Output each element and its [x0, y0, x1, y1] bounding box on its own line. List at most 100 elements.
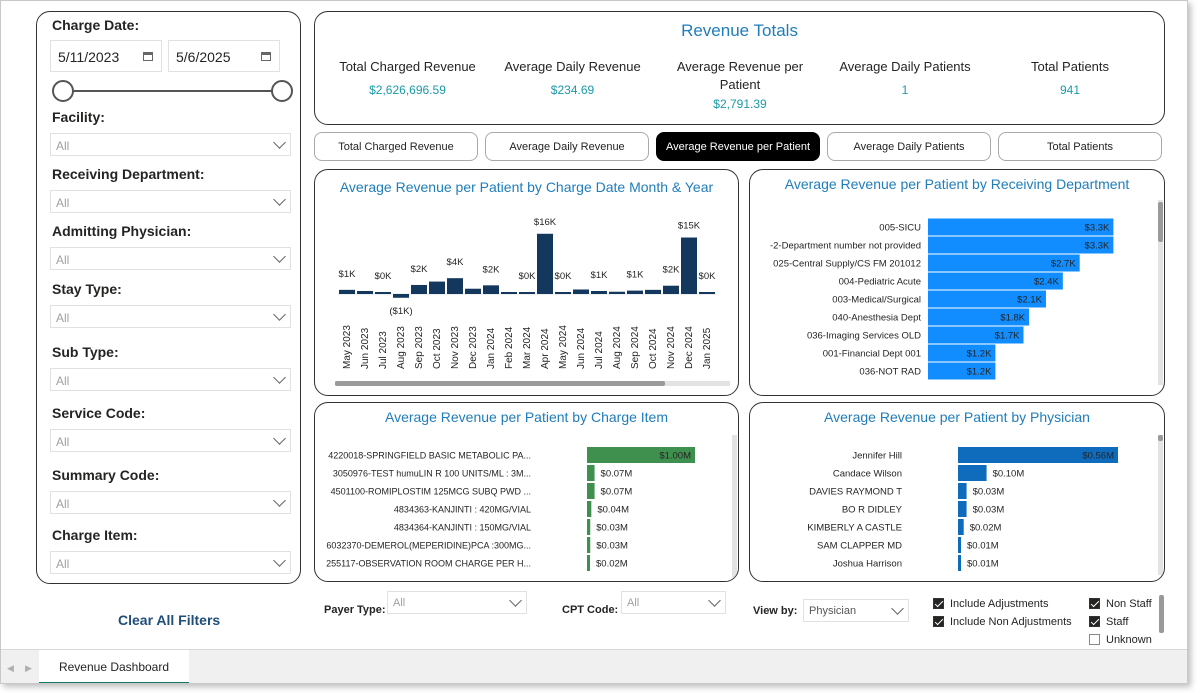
- payer-type-dropdown[interactable]: All: [387, 591, 527, 614]
- data-label: $0.01M: [967, 541, 999, 552]
- facility-dropdown[interactable]: All: [50, 133, 291, 156]
- vertical-scrollbar[interactable]: [1158, 435, 1163, 575]
- x-tick-label: Dec 2023: [468, 326, 479, 369]
- bar: [587, 465, 595, 481]
- scrollbar-thumb[interactable]: [1158, 202, 1163, 242]
- receiving-department-value: All: [56, 196, 70, 210]
- chevron-down-icon: [509, 594, 522, 607]
- data-label: $0K: [699, 271, 717, 282]
- metric-button-average-daily-revenue[interactable]: Average Daily Revenue: [485, 132, 649, 161]
- chevron-down-icon: [273, 308, 286, 321]
- admitting-physician-dropdown[interactable]: All: [50, 247, 291, 270]
- chevron-down-icon: [708, 594, 721, 607]
- horizontal-scrollbar[interactable]: [335, 381, 730, 386]
- metric-button-average-daily-patients[interactable]: Average Daily Patients: [827, 132, 991, 161]
- category-label: -2-Department number not provided: [770, 241, 921, 252]
- charge-item-dropdown[interactable]: All: [50, 551, 291, 574]
- service-code-dropdown[interactable]: All: [50, 429, 291, 452]
- stay-type-label: Stay Type:: [52, 281, 122, 297]
- data-label: $1.2K: [967, 349, 992, 360]
- bar: [587, 555, 590, 571]
- bar-dec-2024: [681, 237, 697, 294]
- category-label: Joshua Harrison: [833, 559, 902, 570]
- start-date-input[interactable]: 5/11/2023: [50, 40, 162, 72]
- bar-may-2024: [555, 292, 571, 294]
- bar-aug-2023: [393, 294, 409, 298]
- category-label: 004-Pediatric Acute: [839, 277, 921, 288]
- calendar-icon[interactable]: [143, 52, 153, 61]
- chevron-down-icon: [273, 554, 286, 567]
- bar-sep-2024: [627, 290, 643, 294]
- chevron-down-icon: [891, 602, 904, 615]
- end-date-value: 5/6/2025: [176, 49, 231, 65]
- charge-date-label: Charge Date:: [52, 17, 140, 33]
- x-tick-label: Jan 2025: [702, 327, 713, 369]
- sub-type-dropdown[interactable]: All: [50, 368, 291, 391]
- checkbox-unchecked-icon[interactable]: [1089, 634, 1100, 645]
- checkbox-checked-icon[interactable]: [933, 598, 944, 609]
- checkbox-list-scrollbar[interactable]: [1159, 595, 1164, 633]
- checkbox-checked-icon[interactable]: [1089, 616, 1100, 627]
- next-page-icon[interactable]: ▶: [25, 663, 32, 673]
- metric-button-average-revenue-per-patient[interactable]: Average Revenue per Patient: [656, 132, 820, 161]
- data-label: $0.10M: [993, 469, 1025, 480]
- category-label: 036-NOT RAD: [859, 367, 921, 378]
- bar-sep-2023: [411, 284, 427, 294]
- category-label: 4220018-SPRINGFIELD BASIC METABOLIC PA..…: [328, 451, 531, 461]
- data-label: $15K: [678, 221, 701, 232]
- tab-revenue-dashboard[interactable]: Revenue Dashboard: [39, 650, 189, 683]
- bar: [928, 290, 1046, 308]
- receiving-department-dropdown[interactable]: All: [50, 190, 291, 213]
- cpt-code-dropdown[interactable]: All: [621, 591, 726, 614]
- scrollbar-thumb[interactable]: [335, 381, 665, 386]
- slider-start-handle[interactable]: [52, 80, 74, 102]
- end-date-input[interactable]: 5/6/2025: [168, 40, 280, 72]
- metric-button-total-charged-revenue[interactable]: Total Charged Revenue: [314, 132, 478, 161]
- checkbox-checked-icon[interactable]: [1089, 598, 1100, 609]
- vertical-scrollbar[interactable]: [732, 435, 737, 580]
- revenue-totals-title: Revenue Totals: [681, 21, 798, 40]
- x-tick-label: Jul 2024: [594, 331, 605, 369]
- view-by-dropdown[interactable]: Physician: [803, 599, 909, 622]
- chart-by-charge-item-card: Average Revenue per Patient by Charge It…: [314, 402, 739, 582]
- bar: [587, 519, 591, 535]
- stay-type-dropdown[interactable]: All: [50, 305, 291, 328]
- date-range-slider[interactable]: [63, 90, 283, 92]
- kpi-average-revenue-per-patient: Average Revenue per Patient $2,791.39: [670, 58, 810, 111]
- scrollbar-thumb[interactable]: [1158, 435, 1163, 441]
- data-label: $16K: [534, 217, 557, 228]
- bar-apr-2024: [537, 233, 553, 294]
- unknown-checkbox[interactable]: Unknown: [1089, 634, 1152, 646]
- kpi-average-daily-revenue: Average Daily Revenue $234.69: [500, 58, 645, 97]
- include-adjustments-checkbox[interactable]: Include Adjustments: [933, 598, 1048, 610]
- chart-by-month: $1K May 2023 Jun 2023 $0K Jul 2023 ($1K) Aug 2…: [338, 217, 717, 369]
- x-tick-label: Mar 2024: [522, 326, 533, 369]
- data-label: $1K: [627, 270, 645, 281]
- slider-end-handle[interactable]: [271, 80, 293, 102]
- calendar-icon[interactable]: [261, 52, 271, 61]
- summary-code-dropdown[interactable]: All: [50, 491, 291, 514]
- metric-button-total-patients[interactable]: Total Patients: [998, 132, 1162, 161]
- chart-by-charge-item: 4220018-SPRINGFIELD BASIC METABOLIC PA..…: [326, 447, 695, 571]
- chart-by-physician: Jennifer Hill $0.56M Candace Wilson $0.10M D…: [807, 447, 1118, 571]
- vertical-scrollbar[interactable]: [1158, 200, 1163, 385]
- clear-all-filters-button[interactable]: Clear All Filters: [118, 612, 221, 628]
- bar-mar-2024: [519, 292, 535, 294]
- include-non-adjustments-checkbox[interactable]: Include Non Adjustments: [933, 616, 1072, 628]
- report-canvas: Charge Date: 5/11/2023 5/6/2025 Facility…: [0, 0, 1188, 684]
- bar: [958, 483, 967, 499]
- chevron-down-icon: [273, 193, 286, 206]
- view-by-value: Physician: [809, 605, 857, 617]
- bar: [958, 447, 1118, 463]
- charge-item-label: Charge Item:: [52, 527, 138, 543]
- previous-page-icon[interactable]: ◀: [7, 663, 14, 673]
- include-non-adjustments-label: Include Non Adjustments: [950, 616, 1072, 628]
- checkbox-checked-icon[interactable]: [933, 616, 944, 627]
- bar-dec-2023: [465, 288, 481, 294]
- non-staff-checkbox[interactable]: Non Staff: [1089, 598, 1152, 610]
- chevron-down-icon: [273, 494, 286, 507]
- payer-type-value: All: [393, 597, 406, 609]
- staff-checkbox[interactable]: Staff: [1089, 616, 1128, 628]
- cpt-code-label: CPT Code:: [562, 604, 619, 616]
- bar-jan-2024: [483, 285, 499, 294]
